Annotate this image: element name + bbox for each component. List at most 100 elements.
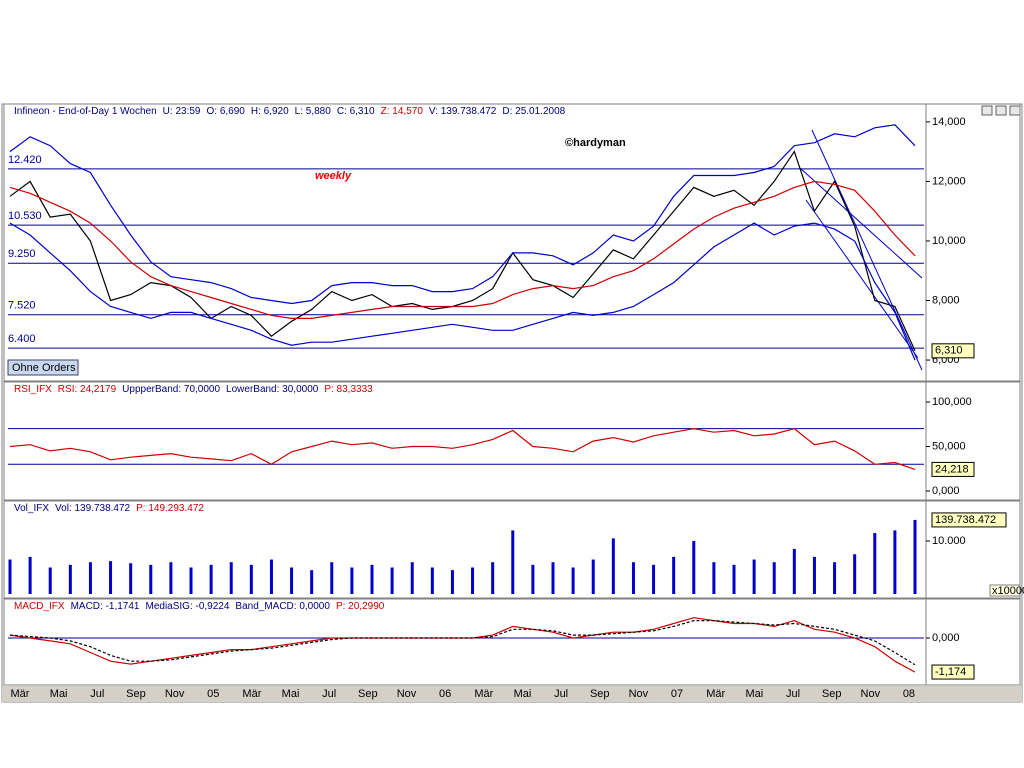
x-tick-label: Nov <box>397 688 417 700</box>
series-line <box>9 180 916 319</box>
volume-bar <box>812 556 816 594</box>
orders-button-bg[interactable] <box>7 359 79 376</box>
header-item: MACD_IFX <box>14 601 65 612</box>
y-tick-label: 14,000 <box>932 116 966 128</box>
series-line <box>9 150 916 352</box>
x-tick-label: Nov <box>861 688 881 700</box>
header-item: V: 139.738.472 <box>429 106 497 117</box>
volume-bar <box>330 562 334 594</box>
x-tick-label: Jul <box>786 688 800 700</box>
volume-bar <box>169 562 173 594</box>
last-value-label: 24,218 <box>935 463 969 475</box>
series-line <box>9 124 916 305</box>
panel-frame <box>3 103 1021 382</box>
trend-line <box>811 129 923 371</box>
header-item: RSI_IFX <box>14 384 52 395</box>
x-tick-label: Mai <box>745 688 763 700</box>
x-tick-label: 05 <box>207 688 219 700</box>
panel-frame <box>3 500 1021 599</box>
level-label: 12.420 <box>8 154 42 166</box>
volume-bar <box>471 567 475 594</box>
x-tick-label: Jul <box>554 688 568 700</box>
orders-button[interactable]: Ohne Orders <box>12 362 76 374</box>
panel-header: Vol_IFX Vol: 139.738.472 P: 149.293.472 <box>14 503 204 514</box>
volume-bar <box>290 567 294 594</box>
x-tick-label: Jul <box>322 688 336 700</box>
panel-frame <box>3 598 1021 686</box>
volume-bar <box>551 562 555 594</box>
header-item: Vol: 139.738.472 <box>55 503 131 514</box>
header-item: MACD: -1,1741 <box>71 601 140 612</box>
last-value-label: -1,174 <box>935 666 966 678</box>
y-tick-label: 8,000 <box>932 294 960 306</box>
volume-bar <box>430 567 434 594</box>
unit-label: x10000 <box>992 585 1024 597</box>
header-item: L: 5,880 <box>295 106 332 117</box>
y-tick-label: 50,000 <box>932 440 966 452</box>
x-tick-label: Mär <box>706 688 725 700</box>
last-value-box <box>931 343 975 359</box>
volume-bar <box>109 561 113 594</box>
last-value-box <box>931 512 1007 528</box>
volume-bar <box>652 564 656 594</box>
header-item: U: 23:59 <box>163 106 201 117</box>
volume-bar <box>410 562 414 594</box>
x-tick-label: Mai <box>514 688 532 700</box>
x-tick-label: Jul <box>90 688 104 700</box>
volume-bar <box>450 570 454 594</box>
y-tick-label: 10.000 <box>932 535 966 547</box>
y-tick-label: 0,000 <box>932 485 960 497</box>
volume-bar <box>48 567 52 594</box>
unit-box <box>989 584 1021 597</box>
panel-header: Infineon - End-of-Day 1 Wochen U: 23:59 O:… <box>14 106 566 117</box>
volume-bar <box>752 559 756 594</box>
header-item: RSI: 24,2179 <box>58 384 117 395</box>
header-item: P: 20,2990 <box>336 601 385 612</box>
volume-bar <box>873 533 877 594</box>
x-tick-label: Nov <box>629 688 649 700</box>
volume-bar <box>350 567 354 594</box>
header-item: LowerBand: 30,0000 <box>226 384 319 395</box>
header-item: Vol_IFX <box>14 503 49 514</box>
header-item: MediaSIG: -0,9224 <box>145 601 229 612</box>
volume-bar <box>772 562 776 594</box>
last-value-box <box>931 664 975 680</box>
volume-bar <box>269 559 273 594</box>
close-button[interactable] <box>1009 105 1021 116</box>
level-label: 10.530 <box>8 210 42 222</box>
last-value-label: 139.738.472 <box>935 514 996 526</box>
volume-bar <box>531 564 535 594</box>
volume-bar <box>732 564 736 594</box>
minimize-button[interactable] <box>981 105 993 116</box>
volume-bar <box>672 556 676 594</box>
annotation: weekly <box>315 170 352 182</box>
volume-bar <box>853 554 857 594</box>
x-tick-label: Mai <box>282 688 300 700</box>
maximize-button[interactable] <box>995 105 1007 116</box>
volume-bar <box>209 564 213 594</box>
header-item: UppperBand: 70,0000 <box>122 384 220 395</box>
header-item: P: 149.293.472 <box>136 503 204 514</box>
volume-bar <box>229 562 233 594</box>
volume-bar <box>511 530 515 594</box>
x-tick-label: Sep <box>822 688 842 700</box>
window-frame <box>1 103 1023 703</box>
header-item: P: 83,3333 <box>324 384 373 395</box>
level-label: 6.400 <box>8 333 36 345</box>
volume-bar <box>189 567 193 594</box>
panel-header: MACD_IFX MACD: -1,1741 MediaSIG: -0,9224 Ba… <box>14 601 385 612</box>
series-line <box>9 222 916 361</box>
panel-header: RSI_IFX RSI: 24,2179 UppperBand: 70,0000 Lo… <box>14 384 373 395</box>
x-tick-label: 07 <box>671 688 683 700</box>
last-value-box <box>931 461 975 477</box>
last-value-label: 6,310 <box>935 345 963 357</box>
volume-bar <box>913 519 917 594</box>
x-tick-label: Mär <box>11 688 30 700</box>
x-tick-label: Nov <box>165 688 185 700</box>
x-tick-label: 06 <box>439 688 451 700</box>
volume-bar <box>591 559 595 594</box>
volume-bar <box>491 562 495 594</box>
volume-bar <box>249 564 253 594</box>
